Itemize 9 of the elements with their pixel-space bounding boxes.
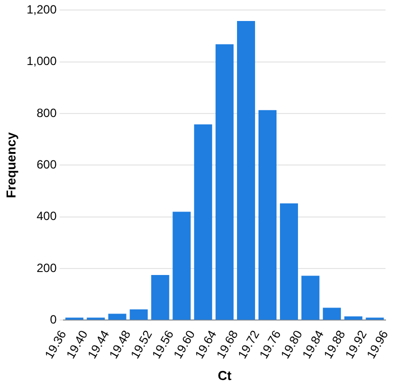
y-tick-label: 1,200 bbox=[26, 2, 57, 17]
y-tick-label: 200 bbox=[36, 260, 57, 275]
y-axis-title: Frequency bbox=[3, 132, 18, 198]
y-tick-label: 600 bbox=[36, 158, 57, 172]
x-axis-title: Ct bbox=[218, 368, 232, 383]
y-tick-label: 400 bbox=[36, 209, 57, 224]
y-tick-label: 0 bbox=[50, 312, 57, 327]
y-tick-label: 800 bbox=[36, 106, 57, 120]
y-tick-label: 1,000 bbox=[26, 54, 57, 68]
